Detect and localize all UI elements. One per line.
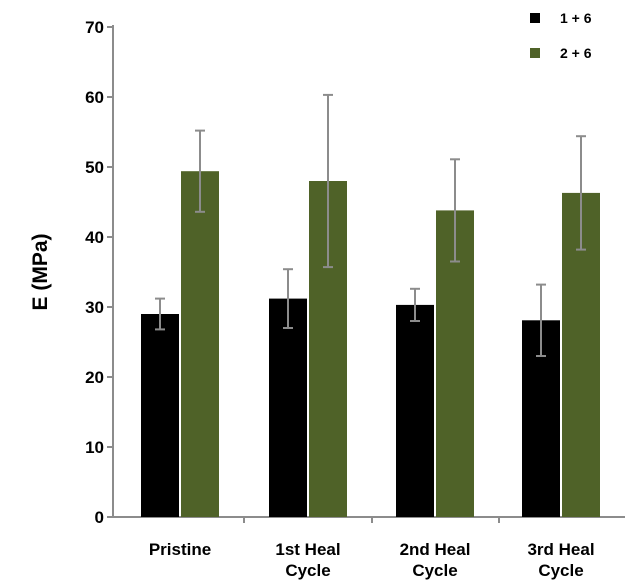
bar-2-1 <box>181 171 219 517</box>
x-category-label: Cycle <box>412 561 457 580</box>
legend-swatch-1 <box>530 13 540 23</box>
y-axis-title: E (MPa) <box>29 233 52 310</box>
x-category-label: Cycle <box>285 561 330 580</box>
legend-label-2: 2 + 6 <box>560 45 592 61</box>
y-tick-label: 40 <box>85 228 104 247</box>
x-category-label: Cycle <box>538 561 583 580</box>
y-tick-label: 30 <box>85 298 104 317</box>
x-category-label: 3rd Heal <box>527 540 594 559</box>
y-tick-label: 0 <box>95 508 104 527</box>
y-tick-label: 70 <box>85 18 104 37</box>
x-category-label: 1st Heal <box>275 540 340 559</box>
x-category-label: 2nd Heal <box>400 540 471 559</box>
y-tick-label: 20 <box>85 368 104 387</box>
y-tick-label: 50 <box>85 158 104 177</box>
x-category-label: Pristine <box>149 540 211 559</box>
bar-1-1 <box>141 314 179 517</box>
legend-swatch-2 <box>530 48 540 58</box>
y-tick-label: 10 <box>85 438 104 457</box>
bar-1-3 <box>396 304 434 517</box>
bar-1-2 <box>269 298 307 517</box>
y-tick-label: 60 <box>85 88 104 107</box>
legend-label-1: 1 + 6 <box>560 10 592 26</box>
